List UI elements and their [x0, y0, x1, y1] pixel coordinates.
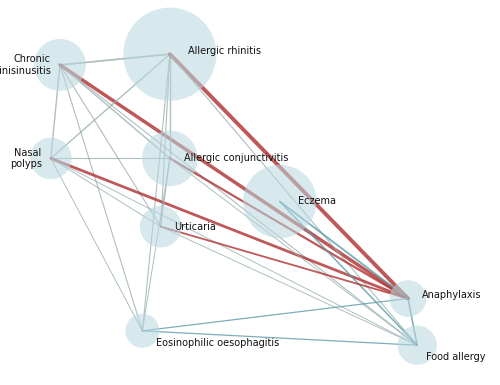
Point — [47, 155, 55, 161]
Point — [404, 295, 412, 301]
Point — [156, 224, 164, 230]
Point — [276, 198, 284, 204]
Point — [166, 155, 174, 161]
Text: Nasal
polyps: Nasal polyps — [10, 147, 42, 169]
Text: Eczema: Eczema — [298, 196, 336, 206]
Point — [56, 62, 64, 68]
Text: Food allergy: Food allergy — [426, 352, 486, 362]
Point — [138, 328, 146, 334]
Point — [166, 51, 174, 57]
Text: Urticaria: Urticaria — [174, 222, 216, 232]
Text: Allergic conjunctivitis: Allergic conjunctivitis — [184, 153, 288, 163]
Text: Anaphylaxis: Anaphylaxis — [422, 290, 481, 300]
Text: Chronic
rhinisinusitis: Chronic rhinisinusitis — [0, 54, 51, 76]
Point — [413, 342, 421, 348]
Text: Allergic rhinitis: Allergic rhinitis — [188, 45, 261, 55]
Text: Eosinophilic oesophagitis: Eosinophilic oesophagitis — [156, 338, 280, 348]
